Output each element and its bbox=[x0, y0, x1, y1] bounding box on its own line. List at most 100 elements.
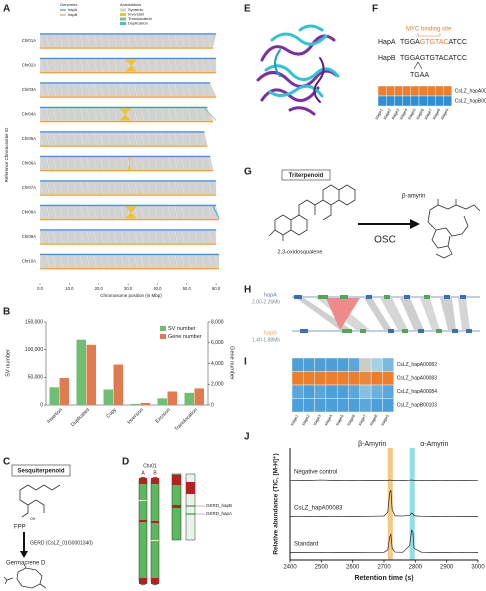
range: 2.00-2.26Mb bbox=[252, 299, 280, 305]
texture bbox=[53, 83, 56, 97]
legend-label: SV number bbox=[168, 326, 196, 332]
title-box bbox=[11, 464, 71, 477]
peak-band bbox=[387, 448, 393, 560]
texture bbox=[188, 230, 192, 244]
texture bbox=[168, 181, 171, 195]
texture bbox=[208, 206, 212, 219]
legend-label: Inversion bbox=[128, 12, 144, 17]
trace bbox=[289, 479, 479, 481]
syntenic-block bbox=[40, 59, 217, 72]
texture bbox=[53, 157, 56, 170]
texture bbox=[127, 83, 131, 97]
texture bbox=[195, 230, 198, 244]
product: Germacrene D bbox=[6, 561, 46, 567]
x-tick-label: 20.0 bbox=[95, 286, 104, 291]
texture bbox=[208, 255, 212, 268]
texture bbox=[154, 181, 158, 195]
texture bbox=[188, 59, 192, 72]
texture bbox=[114, 181, 117, 195]
texture bbox=[73, 206, 77, 219]
fpp-structure bbox=[19, 484, 61, 518]
texture bbox=[87, 206, 90, 219]
texture bbox=[73, 83, 77, 97]
texture bbox=[120, 255, 124, 268]
texture bbox=[39, 181, 43, 195]
texture bbox=[208, 34, 212, 48]
column-label: stage6 bbox=[415, 107, 426, 121]
texture bbox=[80, 108, 84, 121]
texture bbox=[168, 34, 171, 48]
heatmap-cell bbox=[359, 384, 372, 399]
texture bbox=[174, 230, 178, 244]
heatmap-cell bbox=[435, 95, 444, 107]
texture bbox=[154, 108, 158, 121]
legend-swatch bbox=[160, 334, 166, 339]
texture bbox=[188, 206, 192, 219]
texture bbox=[181, 157, 185, 170]
texture bbox=[66, 83, 70, 97]
texture bbox=[174, 157, 178, 170]
heatmap-cell bbox=[370, 357, 383, 372]
texture bbox=[201, 181, 205, 195]
row-label: CsLZ_hapB00103 bbox=[397, 403, 438, 409]
texture bbox=[93, 181, 97, 195]
texture bbox=[147, 230, 151, 244]
y-axis-label: Relative abundance (TIC, [M-H]⁺) bbox=[273, 453, 280, 554]
y-axis-label: Reference Chromosome ID bbox=[4, 127, 9, 183]
texture bbox=[80, 230, 84, 244]
texture bbox=[46, 34, 50, 48]
texture bbox=[181, 206, 185, 219]
texture bbox=[120, 132, 124, 146]
trace bbox=[289, 489, 478, 517]
column-label: stage9 bbox=[439, 107, 450, 121]
texture bbox=[100, 83, 104, 97]
texture bbox=[73, 132, 77, 146]
texture bbox=[134, 132, 138, 146]
bar bbox=[194, 388, 204, 405]
texture bbox=[60, 132, 63, 146]
heatmap-cell bbox=[337, 398, 349, 413]
peak-label: α-Amyrin bbox=[420, 441, 448, 448]
texture bbox=[73, 108, 77, 121]
heatmap-cell bbox=[377, 85, 387, 97]
sequence-part: ATCC bbox=[449, 39, 468, 46]
texture bbox=[73, 255, 77, 268]
texture bbox=[168, 59, 171, 72]
chromosome-label: Chr03A bbox=[22, 87, 36, 92]
texture bbox=[93, 108, 97, 121]
texture bbox=[161, 34, 165, 48]
texture bbox=[208, 59, 212, 72]
column-label: stage2 bbox=[382, 107, 393, 121]
texture bbox=[201, 206, 205, 219]
legend-title: Genomes bbox=[60, 2, 77, 7]
texture bbox=[201, 108, 205, 121]
chromosome-label: Chr06A bbox=[22, 161, 36, 166]
texture bbox=[134, 255, 138, 268]
legend-swatch bbox=[120, 22, 126, 25]
texture bbox=[107, 83, 111, 97]
texture bbox=[93, 59, 97, 72]
texture bbox=[120, 230, 124, 244]
texture bbox=[66, 181, 70, 195]
texture bbox=[195, 83, 198, 97]
texture bbox=[154, 83, 158, 97]
trace-label: CsLZ_hapA00083 bbox=[294, 506, 343, 512]
heatmap-cell bbox=[382, 357, 394, 372]
texture bbox=[53, 34, 56, 48]
x-tick-label: 2600 bbox=[346, 565, 360, 571]
texture bbox=[168, 132, 171, 146]
texture bbox=[141, 255, 144, 268]
chromosome-label: Chr07A bbox=[22, 185, 36, 190]
texture bbox=[80, 255, 84, 268]
heatmap-cell bbox=[303, 371, 315, 386]
texture bbox=[215, 132, 219, 146]
texture bbox=[120, 83, 124, 97]
heatmap-cell bbox=[314, 398, 327, 413]
texture bbox=[141, 230, 144, 244]
heatmap-cell bbox=[337, 371, 349, 386]
texture bbox=[147, 132, 151, 146]
trace bbox=[290, 529, 479, 553]
column-label: stage7 bbox=[423, 107, 434, 121]
haplotype: hapB bbox=[264, 330, 277, 336]
